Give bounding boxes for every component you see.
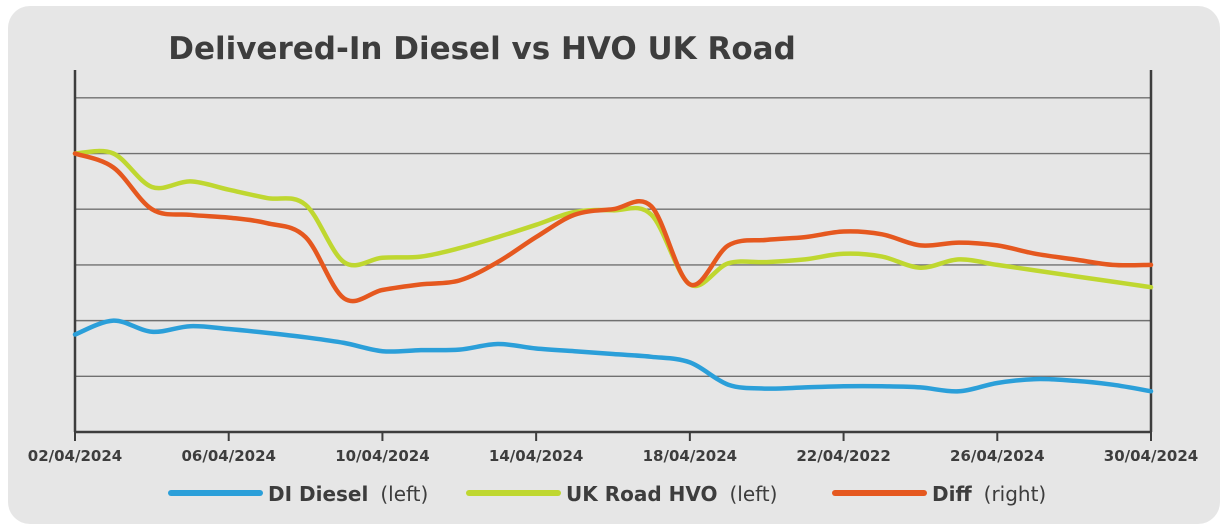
- legend-item-di-diesel: DI Diesel (left): [168, 482, 428, 506]
- x-tick-label: 26/04/2024: [950, 447, 1044, 465]
- gridlines: [75, 97, 1151, 378]
- chart-card: Delivered-In Diesel vs HVO UK Road 02/04…: [8, 6, 1220, 524]
- x-tick-label: 22/04/2022: [796, 447, 890, 465]
- chart-title: Delivered-In Diesel vs HVO UK Road: [168, 31, 796, 67]
- series-lines: [72, 148, 1154, 394]
- legend-label-uk-road-hvo: UK Road HVO (left): [566, 482, 777, 506]
- legend-note-diff: (right): [984, 482, 1047, 506]
- legend-label-di-diesel: DI Diesel (left): [268, 482, 428, 506]
- x-tick-label: 30/04/2024: [1104, 447, 1198, 465]
- x-tick-label: 18/04/2024: [643, 447, 737, 465]
- x-tick-label: 02/04/2024: [28, 447, 122, 465]
- legend-label-diff: Diff (right): [932, 482, 1046, 506]
- x-tick-label: 14/04/2024: [489, 447, 583, 465]
- x-axis-ticks: 02/04/2024 06/04/2024 10/04/2024 14/04/2024…: [28, 432, 1198, 465]
- legend-item-uk-road-hvo: UK Road HVO (left): [466, 482, 777, 506]
- legend-note-di-diesel: (left): [380, 482, 428, 506]
- legend: DI Diesel (left) UK Road HVO (left) Diff…: [168, 482, 1046, 506]
- legend-note-uk-road-hvo: (left): [729, 482, 777, 506]
- series-line-di-diesel: [72, 318, 1154, 394]
- legend-item-diff: Diff (right): [832, 482, 1046, 506]
- x-tick-label: 10/04/2024: [335, 447, 429, 465]
- chart: Delivered-In Diesel vs HVO UK Road 02/04…: [28, 31, 1198, 506]
- series-line-diff: [72, 151, 1154, 304]
- x-tick-label: 06/04/2024: [181, 447, 275, 465]
- axes: [73, 70, 1153, 434]
